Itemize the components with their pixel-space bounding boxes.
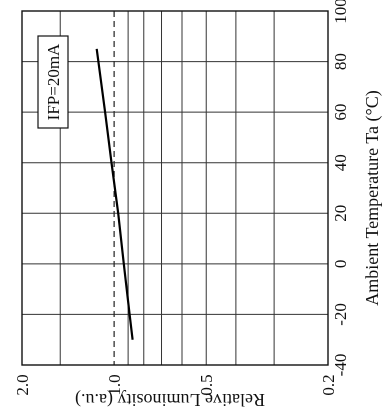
y-tick-label: 1.0 xyxy=(105,374,124,395)
annotation-text: IFP=20mA xyxy=(44,43,63,120)
series-line xyxy=(95,48,134,340)
x-tick-label: 40 xyxy=(331,154,350,171)
x-axis-label: Ambient Temperature Ta (°C) xyxy=(362,90,383,305)
y-tick-label: 0.2 xyxy=(319,374,338,395)
x-tick-label: 100 xyxy=(331,0,350,24)
plot-frame xyxy=(21,10,329,366)
x-tick-label: 80 xyxy=(331,53,350,70)
x-tick-label: -20 xyxy=(331,303,350,326)
y-axis-label: Relative Luminosity (a.u.) xyxy=(75,389,265,410)
y-tick-label: 0.5 xyxy=(197,374,216,395)
y-tick-label: 2.0 xyxy=(13,374,32,395)
annotation-box: IFP=20mA xyxy=(37,35,69,129)
x-tick-label: -40 xyxy=(331,354,350,377)
y-tick-labels: 0.2 0.5 1.0 2.0 xyxy=(13,374,338,395)
x-tick-label: 20 xyxy=(331,205,350,222)
x-tick-labels: -40 -20 0 20 40 60 80 100 xyxy=(331,0,350,376)
x-tick-label: 0 xyxy=(331,260,350,269)
x-tick-label: 60 xyxy=(331,104,350,121)
series-group xyxy=(95,48,134,340)
